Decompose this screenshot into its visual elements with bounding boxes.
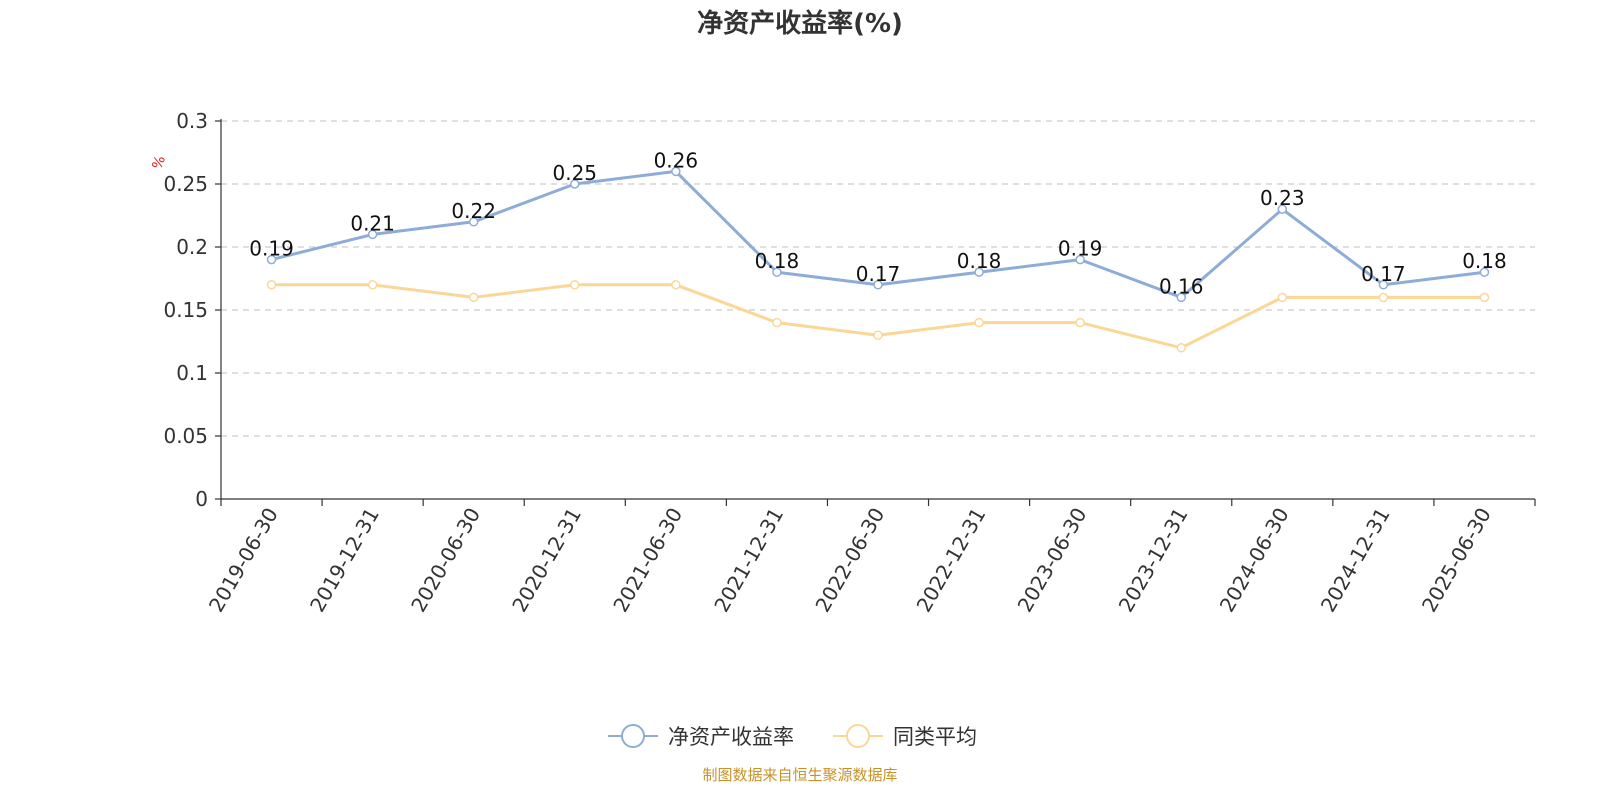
x-tick-label: 2021-12-31 xyxy=(709,504,788,617)
series-point-0 xyxy=(873,280,883,290)
data-label: 0.19 xyxy=(1058,237,1103,261)
series-point-1 xyxy=(367,280,378,290)
x-tick-label: 2020-12-31 xyxy=(507,504,586,617)
legend-label: 净资产收益率 xyxy=(668,725,794,749)
data-label: 0.26 xyxy=(654,148,699,172)
legend-label: 同类平均 xyxy=(893,725,977,749)
x-tick-label: 2024-12-31 xyxy=(1316,504,1395,617)
y-axis-unit-label: % xyxy=(149,154,169,172)
chart-title: 净资产收益率(%) xyxy=(697,8,903,39)
grid-lines xyxy=(221,120,1535,437)
y-tick-label: 0.2 xyxy=(176,235,208,259)
series-point-1 xyxy=(873,330,883,340)
data-label: 0.17 xyxy=(856,262,901,286)
series-point-1 xyxy=(570,280,580,290)
x-tick-label: 2020-06-30 xyxy=(406,504,485,617)
data-label: 0.18 xyxy=(1462,249,1507,273)
series-point-0 xyxy=(570,179,580,189)
series-point-0 xyxy=(468,217,479,227)
x-tick-label: 2019-06-30 xyxy=(204,504,283,617)
series-point-1 xyxy=(1075,317,1085,328)
series-point-0 xyxy=(671,166,681,177)
series-point-1 xyxy=(1277,292,1288,303)
series-point-0 xyxy=(1176,292,1186,303)
x-tick-label: 2025-06-30 xyxy=(1417,504,1496,617)
x-tick-label: 2022-12-31 xyxy=(912,504,991,617)
series-point-1 xyxy=(1378,292,1389,303)
series-point-0 xyxy=(266,254,277,265)
x-tick-label: 2019-12-31 xyxy=(305,504,384,617)
data-source-note: 制图数据来自恒生聚源数据库 xyxy=(702,766,897,784)
series-point-1 xyxy=(1479,292,1490,303)
axes: 0 0.05 0.1 0.15 0.2 0.25 0.3 2019-06-30 2019-12-… xyxy=(163,109,1536,617)
series-point-1 xyxy=(468,292,479,303)
y-tick-label: 0.05 xyxy=(163,424,208,448)
data-label: 0.19 xyxy=(249,237,294,261)
series-point-0 xyxy=(1277,204,1288,214)
y-tick-label: 0.3 xyxy=(176,109,208,133)
series-point-1 xyxy=(772,317,782,328)
series-lines xyxy=(266,166,1490,353)
series-point-1 xyxy=(266,280,277,290)
data-labels: 0.19 0.21 0.22 0.25 0.26 0.18 0.17 0.18 0.19 0.16… xyxy=(249,148,1506,298)
x-tick-label: 2024-06-30 xyxy=(1215,504,1294,617)
series-point-0 xyxy=(772,267,782,277)
y-tick-label: 0.1 xyxy=(176,361,208,385)
data-label: 0.25 xyxy=(553,161,598,185)
x-tick-label: 2021-06-30 xyxy=(608,504,687,617)
data-label: 0.18 xyxy=(755,249,800,273)
series-point-1 xyxy=(974,317,984,328)
series-point-0 xyxy=(1378,280,1389,290)
x-tick-label: 2022-06-30 xyxy=(810,504,889,617)
legend-marker xyxy=(846,724,870,748)
data-label: 0.21 xyxy=(350,211,395,235)
x-tick-label: 2023-06-30 xyxy=(1013,504,1092,617)
legend-marker xyxy=(621,724,645,748)
x-tick-label: 2023-12-31 xyxy=(1114,504,1193,617)
series-point-0 xyxy=(367,229,378,240)
data-label: 0.23 xyxy=(1260,186,1305,210)
series-point-0 xyxy=(974,267,984,277)
legend: 净资产收益率 同类平均 xyxy=(608,724,977,749)
data-label: 0.17 xyxy=(1361,262,1406,286)
data-label: 0.22 xyxy=(451,199,496,223)
series-point-1 xyxy=(1176,343,1186,353)
series-point-0 xyxy=(1479,267,1490,277)
series-point-0 xyxy=(1075,254,1085,265)
series-point-1 xyxy=(671,280,681,290)
y-tick-label: 0 xyxy=(195,487,208,511)
data-label: 0.18 xyxy=(957,249,1002,273)
y-tick-label: 0.15 xyxy=(163,298,208,322)
y-tick-label: 0.25 xyxy=(163,172,208,196)
data-label: 0.16 xyxy=(1159,274,1204,298)
